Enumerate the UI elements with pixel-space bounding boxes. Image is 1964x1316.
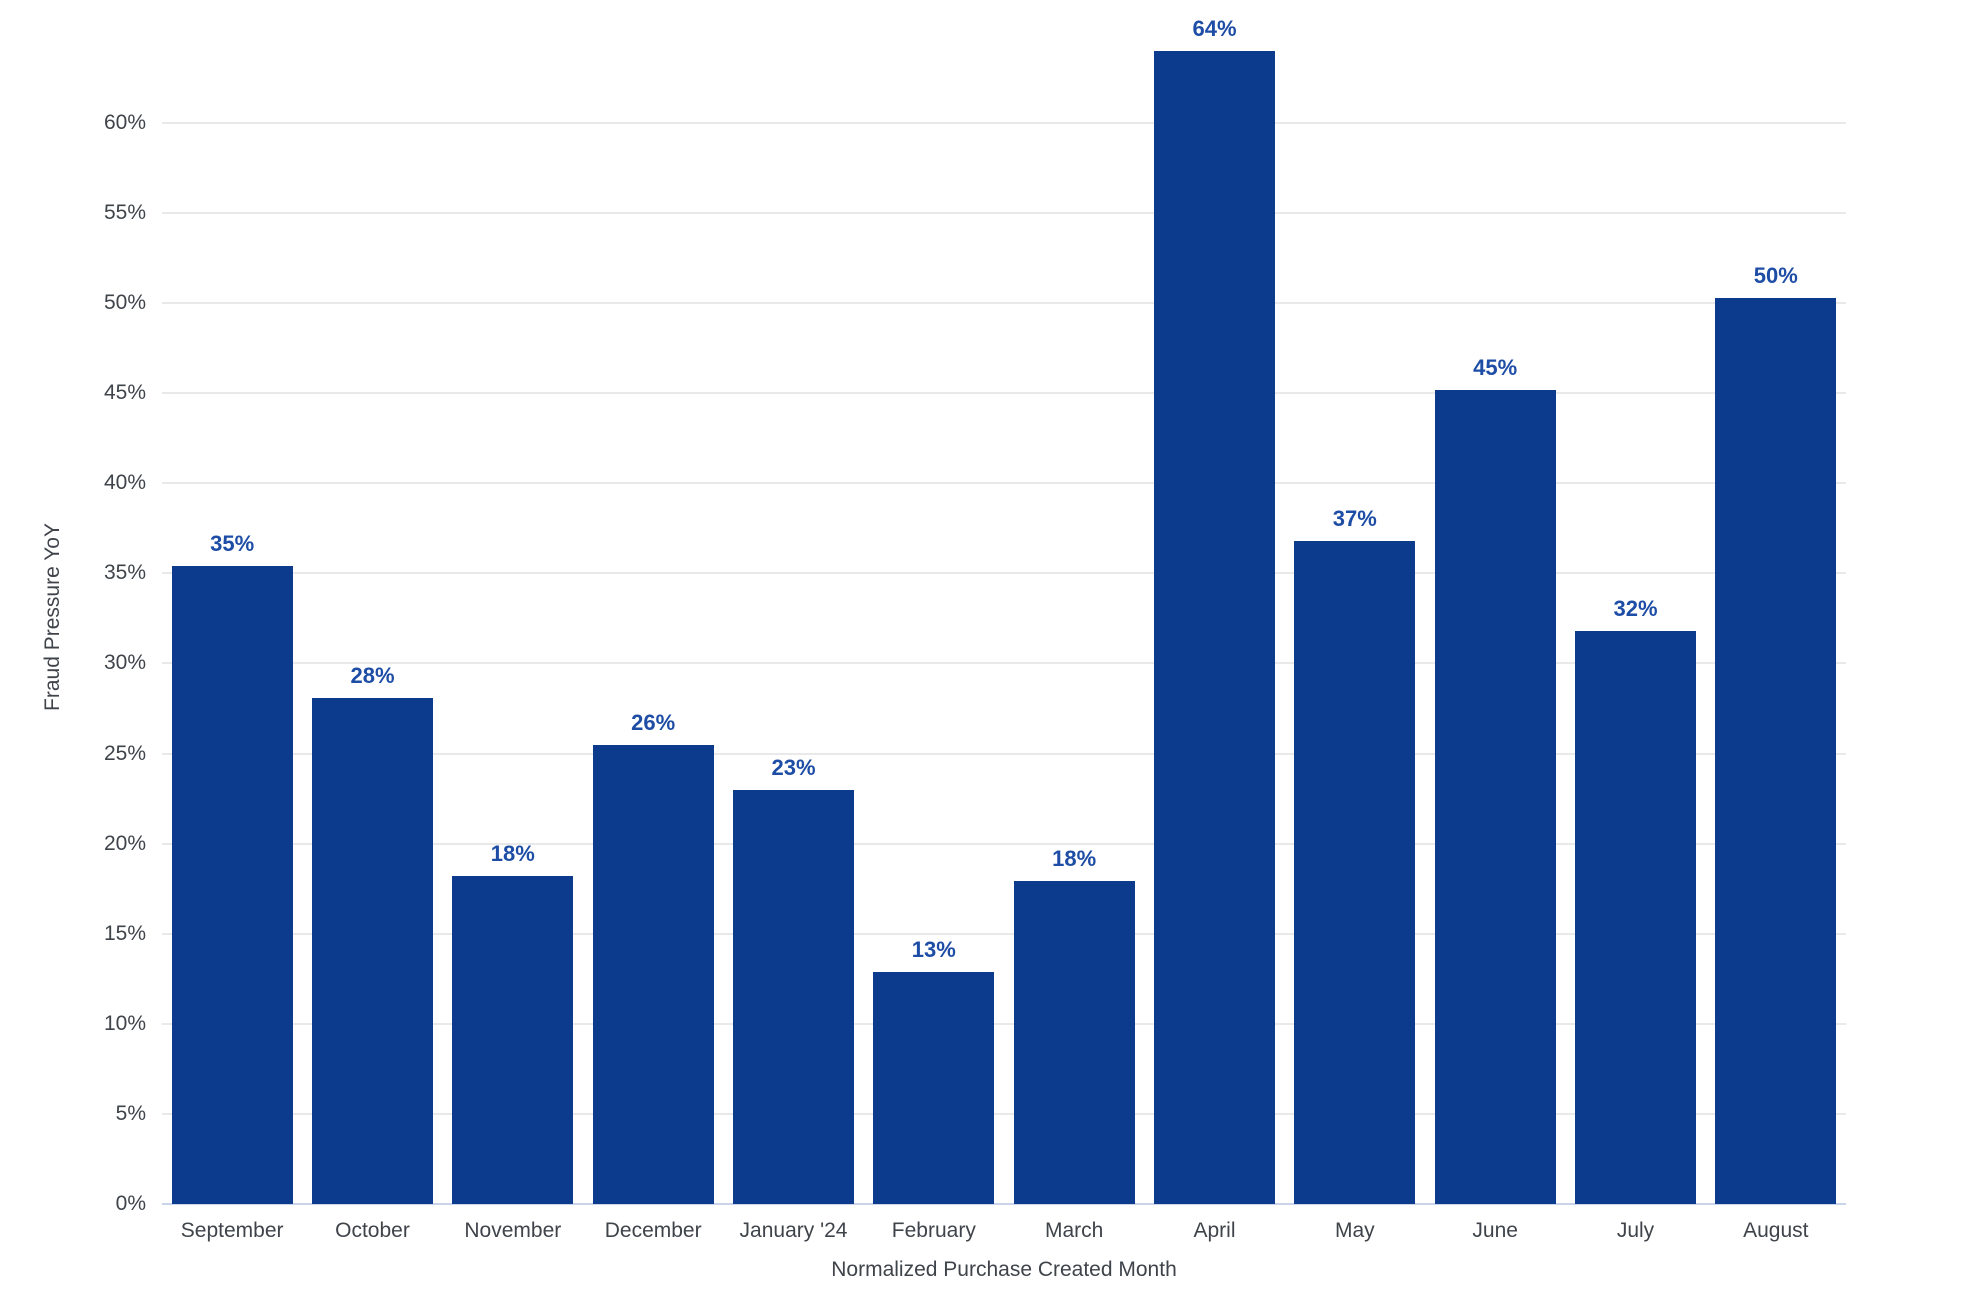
bar-value-label-january-24: 23% <box>771 754 816 780</box>
bar-value-label-december: 26% <box>631 709 676 735</box>
bar-value-label-april: 64% <box>1192 15 1237 41</box>
x-tick-label-may: May <box>1334 1219 1375 1242</box>
y-tick-label-30: 30% <box>103 651 146 675</box>
plot-area: 35% 28% 18% 26% 23% 13% 18% 64% 37% 45% 32% 50% <box>162 16 1846 1205</box>
x-tick-label-september: September <box>180 1219 284 1242</box>
x-tick-label-july: July <box>1616 1219 1655 1242</box>
gridline-50 <box>162 302 1846 305</box>
bar-value-label-october: 28% <box>350 662 395 688</box>
y-tick-label-35: 35% <box>103 561 146 585</box>
gridline-15 <box>162 932 1846 935</box>
bar-march[interactable] <box>1013 881 1135 1204</box>
gridline-45 <box>162 392 1846 395</box>
y-tick-label-0: 0% <box>115 1192 146 1215</box>
bar-august[interactable] <box>1715 297 1837 1204</box>
gridline-20 <box>162 842 1846 845</box>
x-tick-label-january-24: January '24 <box>739 1219 848 1242</box>
gridline-5 <box>162 1112 1846 1115</box>
bar-october[interactable] <box>312 697 433 1204</box>
bar-september[interactable] <box>171 566 293 1204</box>
bar-april[interactable] <box>1154 50 1275 1204</box>
x-tick-label-april: April <box>1193 1219 1236 1242</box>
x-tick-label-june: June <box>1472 1219 1518 1242</box>
y-tick-label-10: 10% <box>103 1011 146 1035</box>
y-tick-label-55: 55% <box>103 200 146 224</box>
gridline-55 <box>162 211 1846 214</box>
y-tick-label-40: 40% <box>103 471 146 495</box>
y-tick-label-15: 15% <box>103 921 146 945</box>
bar-value-label-may: 37% <box>1332 505 1377 531</box>
gridline-35 <box>162 572 1846 575</box>
x-tick-label-october: October <box>335 1219 410 1242</box>
bar-value-label-september: 35% <box>210 531 255 557</box>
y-tick-label-25: 25% <box>103 741 146 765</box>
x-tick-label-november: November <box>464 1219 562 1242</box>
x-axis-title: Normalized Purchase Created Month <box>831 1258 1177 1281</box>
x-tick-label-march: March <box>1044 1219 1104 1242</box>
gridline-30 <box>162 662 1846 665</box>
y-tick-label-60: 60% <box>103 110 146 134</box>
bar-value-label-february: 13% <box>911 936 956 962</box>
bar-november[interactable] <box>452 876 574 1204</box>
y-axis-title: Fraud Pressure YoY <box>41 523 64 711</box>
bar-january-24[interactable] <box>733 789 854 1204</box>
bar-june[interactable] <box>1434 389 1556 1204</box>
x-tick-label-december: December <box>604 1219 702 1242</box>
gridline-10 <box>162 1022 1846 1025</box>
gridline-25 <box>162 752 1846 755</box>
bar-july[interactable] <box>1575 631 1696 1204</box>
bar-december[interactable] <box>592 744 714 1204</box>
gridline-40 <box>162 482 1846 485</box>
bar-value-label-july: 32% <box>1613 596 1658 622</box>
y-tick-label-50: 50% <box>103 291 146 315</box>
bar-value-label-august: 50% <box>1753 262 1798 288</box>
y-tick-label-5: 5% <box>115 1101 146 1125</box>
x-axis-baseline <box>162 1203 1846 1205</box>
y-tick-label-20: 20% <box>103 831 146 855</box>
y-tick-label-45: 45% <box>103 381 146 405</box>
bar-value-label-march: 18% <box>1052 846 1097 872</box>
gridline-60 <box>162 121 1846 124</box>
bar-may[interactable] <box>1294 540 1416 1204</box>
bar-february[interactable] <box>873 971 995 1204</box>
bar-value-label-june: 45% <box>1473 354 1518 380</box>
x-tick-label-february: February <box>891 1219 976 1242</box>
bar-value-label-november: 18% <box>490 841 535 867</box>
x-tick-label-august: August <box>1743 1219 1809 1242</box>
